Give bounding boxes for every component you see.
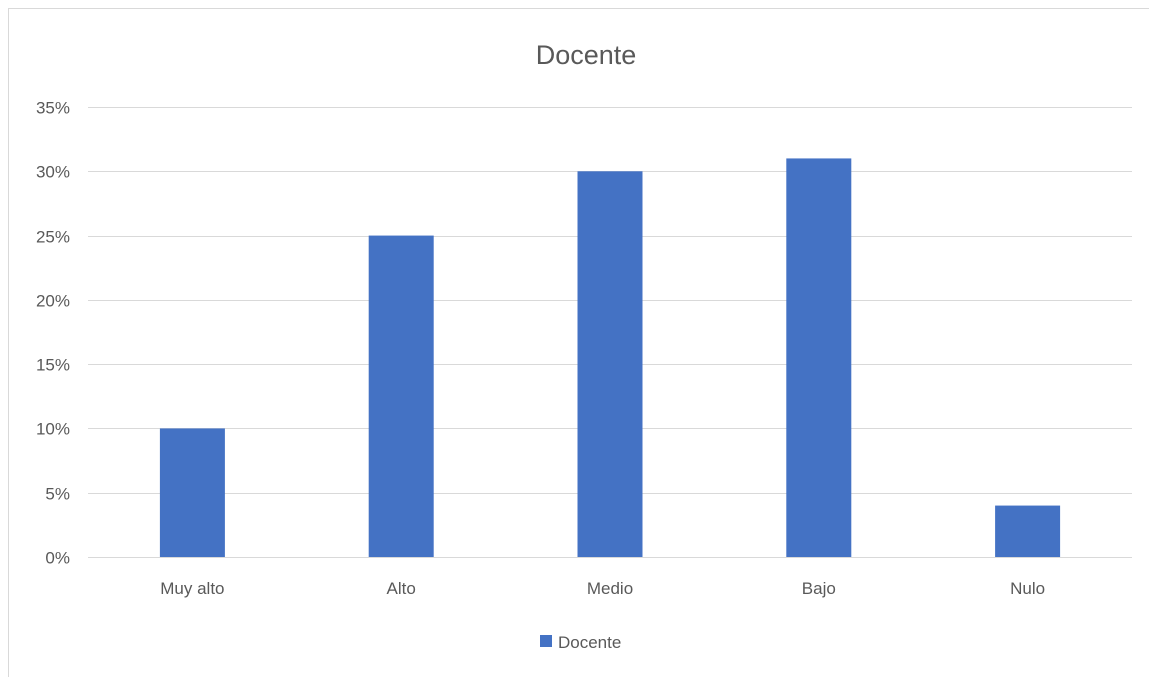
y-tick-label: 30%	[36, 163, 70, 182]
x-tick-label: Medio	[587, 579, 633, 598]
y-tick-label: 10%	[36, 420, 70, 439]
x-tick-label: Nulo	[1010, 579, 1045, 598]
y-tick-label: 20%	[36, 292, 70, 311]
bar-bajo	[786, 158, 852, 557]
x-tick-label: Alto	[387, 579, 416, 598]
y-tick-label: 35%	[36, 99, 70, 118]
bar-muy-alto	[159, 428, 225, 557]
y-tick-label: 25%	[36, 228, 70, 247]
legend: Docente	[540, 633, 621, 652]
chart-title: Docente	[536, 40, 637, 70]
x-tick-label: Bajo	[802, 579, 836, 598]
y-tick-label: 5%	[45, 485, 70, 504]
bar-nulo	[995, 505, 1061, 557]
legend-swatch-docente	[540, 635, 552, 647]
y-tick-label: 0%	[45, 549, 70, 568]
y-axis-ticks: 0% 5% 10% 15% 20% 25% 30% 35%	[36, 99, 70, 568]
legend-label-docente: Docente	[558, 633, 621, 652]
x-axis-ticks: Muy alto Alto Medio Bajo Nulo	[160, 579, 1045, 598]
y-tick-label: 15%	[36, 356, 70, 375]
bar-alto	[368, 235, 434, 558]
bar-medio	[577, 171, 643, 558]
x-tick-label: Muy alto	[160, 579, 224, 598]
bars	[159, 158, 1061, 558]
